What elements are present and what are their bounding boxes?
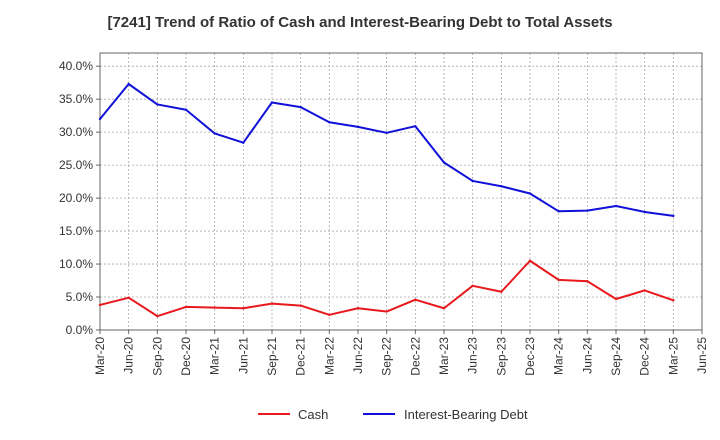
x-tick-label: Dec-24 [638, 337, 652, 376]
data-point [414, 125, 417, 128]
data-point [156, 103, 159, 106]
data-point [471, 179, 474, 183]
y-tick-label: 5.0% [66, 290, 94, 304]
data-point [356, 307, 360, 310]
x-tick-label: Mar-24 [552, 337, 566, 375]
x-tick-label: Dec-23 [523, 337, 537, 376]
data-point [184, 305, 188, 309]
data-point [614, 297, 618, 301]
x-tick-label: Mar-22 [322, 337, 336, 375]
data-point [127, 82, 130, 86]
data-point [586, 279, 589, 283]
data-point [98, 303, 102, 307]
data-point [242, 141, 245, 144]
plot-border [99, 52, 703, 331]
y-tick-label: 20.0% [59, 191, 93, 205]
data-point [442, 307, 446, 310]
data-point [528, 259, 532, 262]
y-tick-label: 0.0% [66, 323, 94, 337]
data-point [299, 304, 302, 307]
data-point [643, 289, 646, 292]
data-point [385, 131, 388, 135]
data-point [213, 306, 216, 309]
data-point [557, 278, 560, 282]
x-tick-label: Mar-23 [437, 337, 451, 375]
data-point [586, 209, 589, 212]
x-tick-label: Jun-24 [580, 337, 594, 374]
x-tick-label: Mar-21 [208, 337, 222, 375]
data-point [127, 296, 130, 299]
x-tick-label: Sep-23 [494, 337, 508, 376]
plot-area [100, 53, 702, 330]
data-point [242, 307, 245, 310]
data-point [356, 125, 360, 129]
data-point [270, 302, 274, 305]
data-point [500, 290, 503, 293]
data-point [442, 161, 446, 164]
data-point [557, 210, 560, 213]
x-tick-label: Sep-21 [265, 337, 279, 376]
y-tick-label: 15.0% [59, 224, 93, 238]
data-point [672, 214, 675, 218]
y-tick-label: 30.0% [59, 125, 93, 139]
data-point [270, 101, 274, 104]
y-tick-label: 40.0% [59, 59, 93, 73]
data-point [528, 192, 532, 195]
data-point [156, 314, 159, 318]
data-point [500, 185, 503, 188]
data-point [643, 210, 646, 214]
y-tick-label: 25.0% [59, 158, 93, 172]
x-tick-label: Mar-25 [666, 337, 680, 375]
x-tick-label: Dec-21 [294, 337, 308, 376]
x-tick-label: Jun-23 [466, 337, 480, 374]
data-point [213, 132, 216, 135]
data-point [471, 284, 474, 288]
chart-title: [7241] Trend of Ratio of Cash and Intere… [107, 14, 613, 31]
data-point [299, 105, 302, 109]
x-tick-label: Jun-20 [122, 337, 136, 374]
legend-label: Interest-Bearing Debt [404, 407, 528, 422]
data-point [672, 299, 675, 302]
y-tick-label: 35.0% [59, 92, 93, 106]
x-tick-label: Jun-25 [695, 337, 709, 374]
y-tick-label: 10.0% [59, 257, 93, 271]
data-point [98, 117, 102, 121]
x-tick-label: Jun-22 [351, 337, 365, 374]
x-tick-label: Sep-20 [150, 337, 164, 376]
data-point [385, 310, 388, 313]
data-point [414, 298, 417, 301]
data-point [328, 121, 331, 124]
x-tick-label: Jun-21 [236, 337, 250, 374]
data-point [184, 108, 188, 111]
data-point [614, 204, 618, 208]
data-point [328, 313, 331, 317]
x-tick-label: Dec-22 [408, 337, 422, 376]
legend-label: Cash [298, 407, 328, 422]
x-tick-label: Sep-24 [609, 337, 623, 376]
x-tick-label: Sep-22 [380, 337, 394, 376]
x-tick-label: Mar-20 [93, 337, 107, 375]
x-tick-label: Dec-20 [179, 337, 193, 376]
